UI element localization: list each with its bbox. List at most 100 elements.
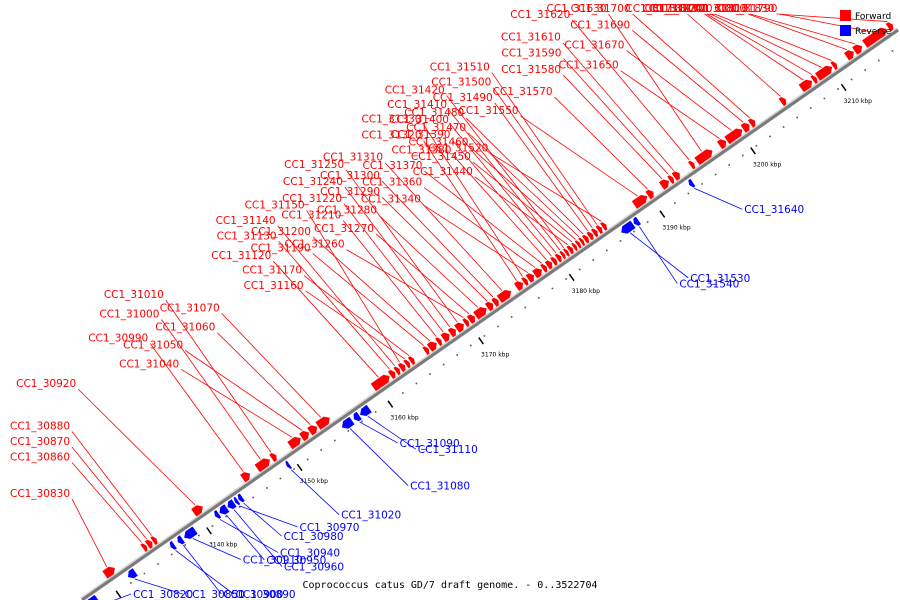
gene-arrow bbox=[387, 369, 396, 379]
gene-arrow bbox=[815, 65, 833, 81]
gene-labels: CC1_30830 CC1_30860 CC1_30870 CC1_30880 CC1_… bbox=[10, 3, 804, 600]
genome-axis bbox=[80, 27, 900, 600]
gene-arrow-top bbox=[186, 531, 201, 542]
gene-label: CC1_30900 bbox=[223, 589, 283, 600]
gene-label: CC1_31580 bbox=[501, 64, 561, 76]
minor-tick bbox=[701, 183, 703, 185]
gene-arrow-top bbox=[844, 48, 851, 54]
gene-arrow-top bbox=[740, 120, 748, 126]
leader-line bbox=[467, 132, 580, 238]
major-tick bbox=[659, 210, 666, 218]
major-tick bbox=[206, 527, 212, 535]
gene-arrow bbox=[177, 535, 185, 545]
minor-tick bbox=[606, 249, 608, 252]
gene-arrow-top bbox=[631, 193, 644, 202]
leader-line bbox=[472, 161, 573, 243]
gene-arrow-top bbox=[407, 354, 413, 358]
gene-arrow-top bbox=[717, 137, 724, 142]
gene-label: CC1_31010 bbox=[104, 289, 164, 301]
gene-arrow-top bbox=[550, 254, 556, 259]
minor-tick bbox=[170, 553, 173, 556]
gene-label: CC1_31530 bbox=[690, 273, 750, 285]
gene-arrow-top bbox=[370, 372, 387, 384]
gene-label: CC1_31720 bbox=[643, 3, 703, 15]
minor-tick bbox=[225, 515, 227, 518]
minor-tick bbox=[592, 259, 595, 261]
gene-arrow bbox=[422, 346, 430, 355]
gene-label: CC1_31440 bbox=[413, 166, 473, 178]
gene-arrow-top bbox=[299, 428, 307, 434]
gene-arrow bbox=[219, 504, 230, 515]
minor-tick bbox=[823, 97, 826, 100]
gene-arrow-top bbox=[222, 509, 233, 517]
gene-arrow bbox=[233, 496, 241, 506]
gene-arrow bbox=[407, 356, 415, 366]
gene-arrow bbox=[342, 416, 355, 429]
gene-arrow bbox=[659, 179, 669, 190]
gene-arrow-top bbox=[289, 466, 295, 470]
gene-label: CC1_31570 bbox=[493, 86, 553, 98]
gene-label: CC1_31400 bbox=[389, 114, 449, 126]
gene-arrow bbox=[299, 430, 309, 442]
gene-arrow-top bbox=[150, 534, 156, 538]
gene-arrow bbox=[578, 237, 585, 246]
gene-arrow-top bbox=[885, 20, 892, 24]
leader-line bbox=[494, 102, 589, 232]
gene-arrow-top bbox=[623, 225, 639, 237]
minor-tick bbox=[538, 297, 540, 299]
gene-label: CC1_31360 bbox=[362, 177, 422, 189]
leader-line bbox=[272, 260, 379, 378]
gene-arrow bbox=[747, 118, 756, 128]
leader-line bbox=[492, 87, 593, 228]
major-tick bbox=[840, 83, 847, 92]
leader-line bbox=[71, 446, 147, 540]
leader-line bbox=[422, 204, 529, 274]
gene-label: CC1_30890 bbox=[236, 589, 296, 600]
tick-label: 3190 kbp bbox=[662, 225, 690, 232]
leader-line bbox=[221, 313, 322, 418]
gene-label: CC1_31480 bbox=[404, 107, 464, 119]
leader-line bbox=[779, 13, 873, 33]
label-leaders bbox=[71, 13, 888, 600]
gene-arrow-top bbox=[514, 279, 521, 284]
gene-arrow bbox=[484, 301, 494, 312]
gene-arrow bbox=[631, 195, 648, 209]
gene-label: CC1_31370 bbox=[362, 160, 422, 172]
minor-tick bbox=[796, 116, 799, 119]
gene-arrow bbox=[426, 341, 437, 352]
gene-arrow bbox=[595, 225, 603, 234]
gene-arrow bbox=[462, 318, 470, 328]
gene-arrow-top bbox=[852, 42, 860, 48]
gene-arrow-top bbox=[645, 187, 652, 192]
leader-line bbox=[448, 109, 561, 251]
gene-arrow bbox=[87, 594, 99, 600]
gene-arrow bbox=[466, 314, 475, 324]
gene-arrow-top bbox=[544, 258, 551, 263]
gene-arrow-top bbox=[102, 564, 112, 572]
minor-tick bbox=[565, 278, 567, 280]
major-tick bbox=[478, 337, 484, 345]
minor-tick bbox=[402, 392, 404, 394]
leader-line bbox=[277, 225, 395, 367]
minor-tick bbox=[782, 126, 785, 128]
tick-label: 3180 kbp bbox=[572, 288, 600, 295]
gene-arrow-top bbox=[582, 232, 587, 237]
minor-tick bbox=[293, 468, 295, 470]
gene-arrow-top bbox=[496, 288, 508, 296]
minor-tick bbox=[470, 344, 472, 347]
leader-line bbox=[608, 13, 702, 152]
gene-label: CC1_31520 bbox=[428, 142, 488, 154]
leader-line bbox=[375, 233, 470, 315]
gene-arrow-top bbox=[667, 173, 673, 177]
tick-label: 3150 kbp bbox=[300, 478, 328, 485]
gene-label: CC1_31510 bbox=[430, 62, 490, 74]
gene-arrow bbox=[435, 337, 443, 347]
gene-arrow-top bbox=[191, 503, 200, 510]
gene-arrow bbox=[370, 374, 390, 392]
leader-line bbox=[626, 50, 732, 131]
leader-line bbox=[490, 153, 602, 222]
leader-line bbox=[562, 42, 675, 171]
tick-label: 3140 kbp bbox=[209, 541, 237, 548]
leader-line bbox=[694, 187, 743, 210]
